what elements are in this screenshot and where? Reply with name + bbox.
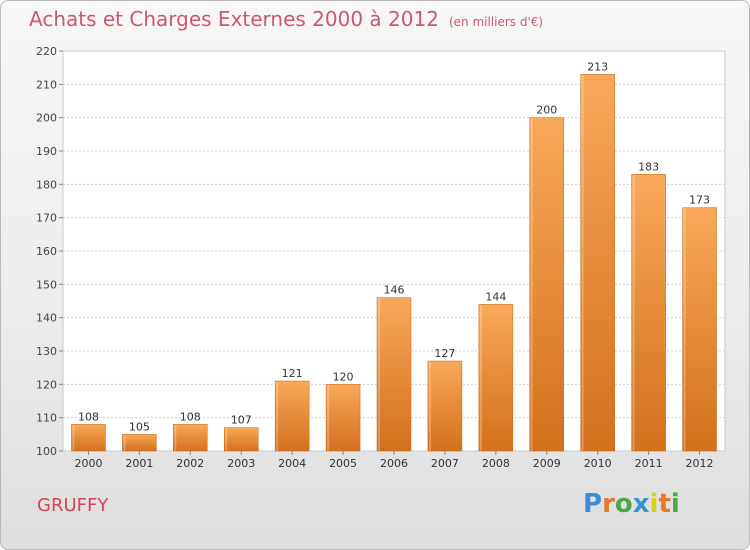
logo-letter: o [614, 489, 633, 519]
y-tick-label: 190 [36, 145, 57, 158]
bar-2002[interactable] [173, 424, 208, 452]
x-tick-label: 2009 [533, 457, 561, 470]
title-text: Achats et Charges Externes 2000 à 2012 [29, 7, 439, 31]
y-tick-label: 130 [36, 345, 57, 358]
x-tick-label: 2010 [584, 457, 612, 470]
bar-value-label: 200 [536, 104, 557, 117]
chart-title: Achats et Charges Externes 2000 à 2012 (e… [29, 7, 543, 31]
bar-2008[interactable] [478, 304, 514, 452]
bar-value-label: 107 [231, 414, 252, 427]
bar-highlight [683, 208, 686, 451]
bar-value-label: 127 [434, 347, 455, 360]
bar-value-label: 183 [638, 160, 659, 173]
location-label: GRUFFY [37, 495, 109, 516]
bar-value-label: 108 [78, 410, 99, 423]
bar-highlight [428, 362, 431, 451]
bar-highlight [225, 428, 228, 451]
bar-highlight [632, 175, 635, 452]
bar-value-label: 173 [689, 194, 710, 207]
bar-2000[interactable] [71, 424, 106, 452]
bar-2005[interactable] [325, 384, 361, 452]
x-axis: 2000 2001 2002 2003 2004 2005 2006 2007 2008 2009… [74, 451, 714, 470]
bars: 108 105 108 107 121 120 146 127 144 200 213 183 173 [71, 60, 717, 452]
bar-2001[interactable] [122, 434, 157, 452]
bar-2010[interactable] [580, 74, 615, 452]
title-unit: (en milliers d'€) [448, 15, 544, 29]
bar-2009[interactable] [529, 117, 565, 452]
y-tick-label: 210 [36, 78, 57, 91]
bar-value-label: 144 [485, 290, 506, 303]
x-tick-label: 2005 [329, 457, 357, 470]
bar-highlight [72, 425, 75, 451]
bar-2012[interactable] [682, 207, 717, 452]
logo-letter: r [602, 489, 615, 519]
bar-highlight [327, 385, 330, 451]
bar-highlight [581, 75, 584, 451]
y-tick-label: 120 [36, 378, 57, 391]
y-tick-label: 170 [36, 212, 57, 225]
y-tick-label: 140 [36, 312, 57, 325]
x-tick-label: 2004 [278, 457, 306, 470]
bar-value-label: 121 [282, 367, 303, 380]
logo-letter: x [632, 489, 650, 519]
y-tick-label: 220 [36, 45, 57, 58]
bar-2004[interactable] [274, 380, 310, 452]
bar-value-label: 120 [333, 370, 354, 383]
x-tick-label: 2000 [74, 457, 102, 470]
bar-2011[interactable] [631, 174, 666, 452]
x-tick-label: 2011 [635, 457, 663, 470]
x-tick-label: 2012 [686, 457, 714, 470]
bar-highlight [479, 305, 482, 451]
bar-highlight [276, 382, 279, 451]
y-axis: 100 110 120 130 140 150 160 170 180 190 200 210 220 [36, 45, 63, 458]
y-tick-label: 150 [36, 278, 57, 291]
x-tick-label: 2001 [125, 457, 153, 470]
y-tick-label: 110 [36, 412, 57, 425]
bar-2007[interactable] [427, 360, 463, 452]
x-tick-label: 2008 [482, 457, 510, 470]
bar-value-label: 105 [129, 420, 150, 433]
bar-highlight [123, 435, 126, 451]
logo-letter: t [658, 489, 671, 519]
bar-value-label: 213 [587, 60, 608, 73]
x-tick-label: 2007 [431, 457, 459, 470]
y-tick-label: 200 [36, 112, 57, 125]
bar-value-label: 108 [180, 410, 201, 423]
y-tick-label: 100 [36, 445, 57, 458]
y-tick-label: 180 [36, 178, 57, 191]
proxiti-logo[interactable]: Proxiti [583, 489, 680, 519]
bar-highlight [174, 425, 177, 451]
bar-2003[interactable] [223, 427, 259, 452]
x-tick-label: 2003 [227, 457, 255, 470]
bar-value-label: 146 [384, 284, 405, 297]
x-tick-label: 2002 [176, 457, 204, 470]
bar-highlight [530, 118, 533, 452]
bar-2006[interactable] [376, 297, 412, 452]
logo-letter: P [583, 489, 603, 519]
logo-letter: i [649, 489, 659, 519]
logo-letter: i [670, 489, 680, 519]
y-tick-label: 160 [36, 245, 57, 258]
bar-highlight [378, 298, 380, 451]
x-tick-label: 2006 [380, 457, 408, 470]
